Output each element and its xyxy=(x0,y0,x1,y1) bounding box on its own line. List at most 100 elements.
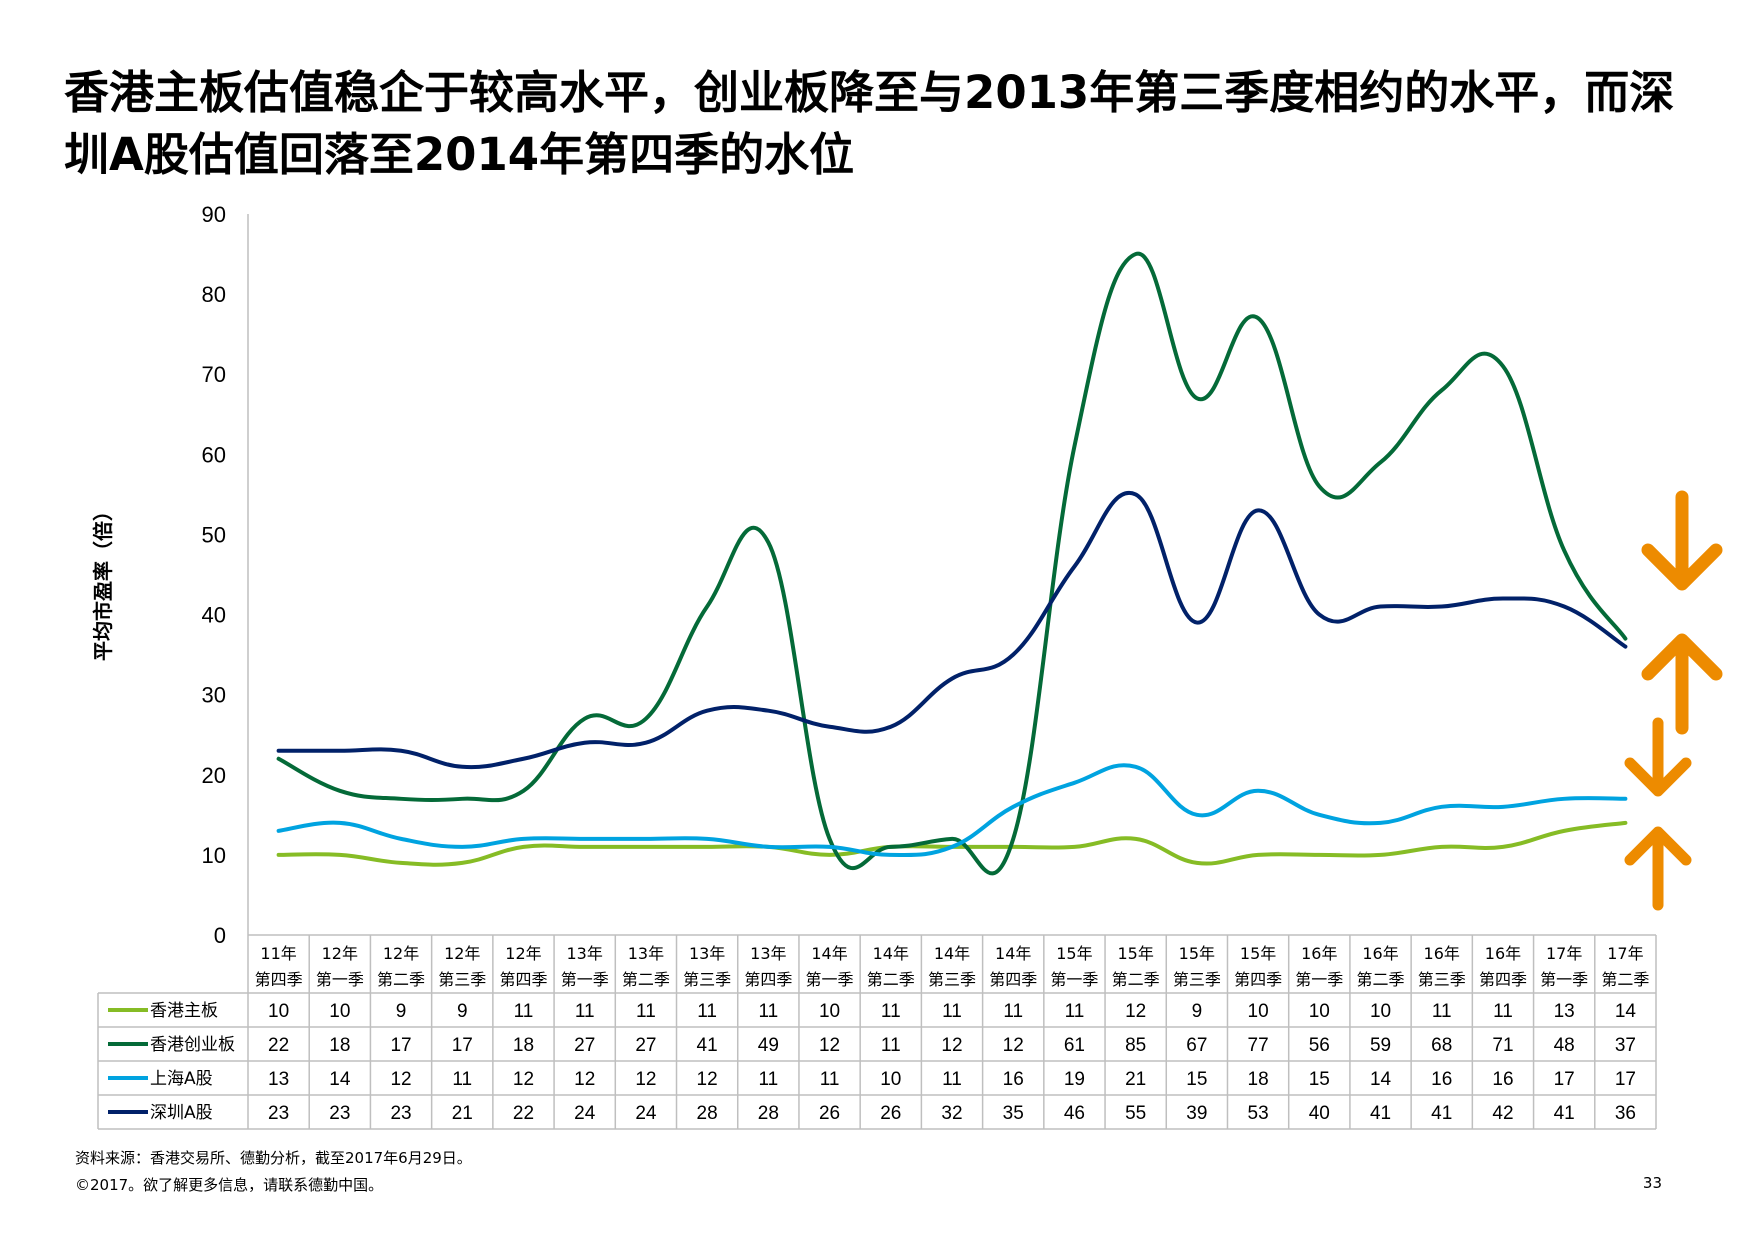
table-cell: 10 xyxy=(1370,1001,1391,1022)
x-tick-label: 第四季 xyxy=(744,970,792,989)
table-cell: 12 xyxy=(635,1069,656,1090)
table-cell: 21 xyxy=(452,1103,473,1124)
table-cell: 24 xyxy=(574,1103,596,1124)
x-tick-label: 第二季 xyxy=(1601,970,1649,989)
x-tick-label: 13年 xyxy=(689,944,725,963)
table-cell: 10 xyxy=(268,1001,289,1022)
x-tick-label: 12年 xyxy=(505,944,541,963)
table-cell: 18 xyxy=(513,1035,534,1056)
table-cell: 41 xyxy=(1431,1103,1452,1124)
down-arrow xyxy=(1641,490,1723,591)
table-cell: 17 xyxy=(1615,1069,1636,1090)
legend-label: 上海A股 xyxy=(150,1069,213,1089)
x-tick-label: 12年 xyxy=(322,944,358,963)
x-tick-label: 17年 xyxy=(1607,944,1643,963)
x-tick-label: 第三季 xyxy=(683,970,731,989)
arrow-head xyxy=(1641,633,1723,681)
x-tick-label: 13年 xyxy=(628,944,664,963)
table-cell: 16 xyxy=(1003,1069,1024,1090)
table-cell: 53 xyxy=(1248,1103,1269,1124)
up-arrow xyxy=(1641,633,1723,735)
x-tick-label: 第三季 xyxy=(438,970,486,989)
x-tick-label: 15年 xyxy=(1179,944,1215,963)
table-cell: 18 xyxy=(329,1035,350,1056)
x-tick-label: 第一季 xyxy=(1295,970,1343,989)
table-cell: 14 xyxy=(1615,1001,1637,1022)
table-cell: 59 xyxy=(1370,1035,1391,1056)
table-cell: 9 xyxy=(457,1001,468,1022)
series-line xyxy=(276,490,1628,770)
table-cell: 16 xyxy=(1431,1069,1452,1090)
table-cell: 15 xyxy=(1309,1069,1330,1090)
table-cell: 61 xyxy=(1064,1035,1085,1056)
table-cell: 48 xyxy=(1554,1035,1575,1056)
down-arrow xyxy=(1624,717,1692,797)
table-cell: 13 xyxy=(1554,1001,1575,1022)
y-tick-label: 20 xyxy=(202,763,226,788)
x-tick-label: 13年 xyxy=(750,944,786,963)
y-tick-label: 40 xyxy=(202,603,226,628)
table-cell: 41 xyxy=(1554,1103,1575,1124)
legend-label: 香港主板 xyxy=(150,1001,218,1021)
table-cell: 12 xyxy=(390,1069,411,1090)
table-cell: 14 xyxy=(1370,1069,1392,1090)
y-axis-label: 平均市盈率（倍） xyxy=(91,501,115,661)
table-cell: 12 xyxy=(819,1035,840,1056)
table-cell: 11 xyxy=(758,1001,778,1022)
x-tick-label: 第一季 xyxy=(316,970,364,989)
table-cell: 12 xyxy=(574,1069,595,1090)
page-title: 香港主板估值稳企于较高水平，创业板降至与2013年第三季度相约的水平，而深圳A股… xyxy=(64,66,1675,181)
x-tick-label: 14年 xyxy=(811,944,847,963)
table-cell: 16 xyxy=(1492,1069,1513,1090)
x-tick-label: 16年 xyxy=(1485,944,1521,963)
table-cell: 11 xyxy=(1493,1001,1513,1022)
table-cell: 23 xyxy=(329,1103,350,1124)
table-cell: 11 xyxy=(1003,1001,1023,1022)
x-tick-label: 第二季 xyxy=(867,970,915,989)
x-tick-label: 16年 xyxy=(1301,944,1337,963)
table-cell: 14 xyxy=(329,1069,351,1090)
y-axis: 0 10 20 30 40 50 60 70 80 90 xyxy=(202,202,249,948)
table-cell: 36 xyxy=(1615,1103,1636,1124)
table-cell: 23 xyxy=(390,1103,411,1124)
table-cell: 11 xyxy=(881,1001,901,1022)
table-cell: 28 xyxy=(758,1103,779,1124)
table-cell: 11 xyxy=(514,1001,534,1022)
table-cell: 18 xyxy=(1248,1069,1269,1090)
up-arrow xyxy=(1624,826,1692,911)
x-tick-label: 第一季 xyxy=(1050,970,1098,989)
table-cell: 10 xyxy=(880,1069,901,1090)
x-tick-label: 14年 xyxy=(873,944,909,963)
table-cell: 12 xyxy=(1003,1035,1024,1056)
x-tick-label: 16年 xyxy=(1424,944,1460,963)
table-cell: 12 xyxy=(513,1069,534,1090)
table-cell: 11 xyxy=(1432,1001,1452,1022)
x-tick-label: 第二季 xyxy=(1112,970,1160,989)
series-line xyxy=(276,763,1628,857)
y-tick-label: 50 xyxy=(202,522,226,547)
table-cell: 67 xyxy=(1186,1035,1207,1056)
table-cell: 49 xyxy=(758,1035,779,1056)
page-number: 33 xyxy=(1642,1174,1662,1192)
y-tick-label: 30 xyxy=(202,683,226,708)
table-cell: 23 xyxy=(268,1103,289,1124)
legend-label: 香港创业板 xyxy=(150,1035,235,1055)
table-cell: 24 xyxy=(635,1103,657,1124)
x-tick-label: 13年 xyxy=(567,944,603,963)
x-tick-label: 15年 xyxy=(1240,944,1276,963)
series-line xyxy=(276,252,1628,876)
table-cell: 10 xyxy=(329,1001,350,1022)
x-tick-label: 11年 xyxy=(260,944,296,963)
y-tick-label: 0 xyxy=(214,923,226,948)
x-tick-label: 第四季 xyxy=(1479,970,1527,989)
table-cell: 41 xyxy=(1370,1103,1391,1124)
table-cell: 26 xyxy=(819,1103,840,1124)
table-cell: 41 xyxy=(697,1035,718,1056)
table-cell: 77 xyxy=(1248,1035,1269,1056)
table-cell: 9 xyxy=(1192,1001,1203,1022)
x-tick-label: 第二季 xyxy=(377,970,425,989)
x-tick-label: 第一季 xyxy=(806,970,854,989)
x-tick-label: 第三季 xyxy=(1418,970,1466,989)
x-tick-label: 17年 xyxy=(1546,944,1582,963)
